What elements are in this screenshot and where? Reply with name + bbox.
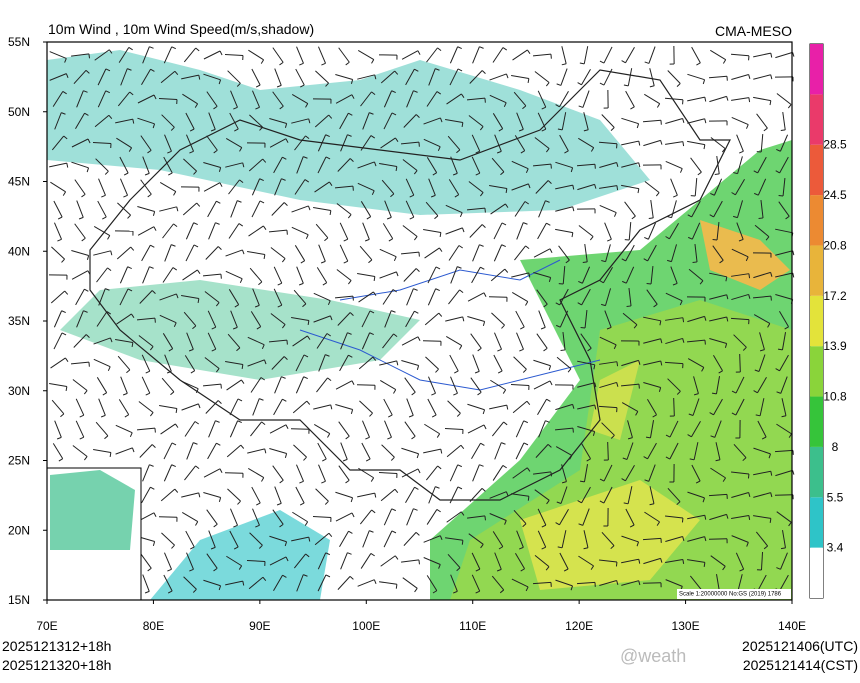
colorbar-swatch [810, 195, 823, 245]
colorbar-label: 24.5 [823, 188, 847, 202]
barb-flag [682, 518, 683, 522]
valid-cst: 2025121414(CST) [743, 657, 858, 673]
barb-flag [627, 306, 631, 307]
valid-utc: 2025121406(UTC) [742, 638, 858, 654]
barb-flag [616, 562, 617, 566]
barb [608, 442, 609, 460]
barb-flag [749, 98, 750, 102]
barb-flag [704, 562, 705, 566]
colorbar-swatch [810, 548, 823, 598]
barb-flag [617, 362, 618, 366]
barb-flag [793, 251, 794, 255]
colorbar-swatch [810, 397, 823, 447]
barb-flag [793, 52, 794, 56]
lat-label: 15N [8, 593, 30, 607]
colorbar-label: 17.2 [823, 289, 847, 303]
lon-label: 120E [565, 619, 593, 633]
lon-label: 130E [672, 619, 700, 633]
colorbar-label: 20.8 [823, 238, 847, 252]
barb [740, 354, 741, 372]
barb-flag [617, 186, 618, 190]
lat-label: 50N [8, 105, 30, 119]
init-cst: 2025121320+18h [2, 657, 111, 673]
colorbar-swatch [810, 145, 823, 195]
barb-flag [793, 273, 794, 277]
barb-flag [485, 516, 486, 520]
lon-label: 80E [143, 619, 164, 633]
barb-flag [748, 474, 749, 478]
colorbar-label: 10.8 [823, 390, 847, 404]
lon-label: 70E [36, 619, 57, 633]
colorbar-label: 13.9 [823, 339, 847, 353]
colorbar-label: 8 [832, 440, 839, 454]
colorbar-label: 3.4 [827, 541, 844, 555]
barb-flag [781, 130, 785, 131]
barb-flag [749, 274, 750, 278]
colorbar-swatch [810, 245, 823, 295]
barb-flag [759, 218, 763, 219]
barb-flag [793, 470, 794, 474]
lon-label: 140E [778, 619, 806, 633]
barb [709, 539, 727, 540]
barb [643, 583, 661, 584]
barb-flag [683, 142, 684, 146]
watermark: @weath [620, 646, 686, 666]
lat-label: 45N [8, 175, 30, 189]
barb-flag [683, 318, 684, 322]
source: CMA-MESO [715, 23, 792, 39]
barb-flag [528, 496, 529, 500]
lat-label: 30N [8, 384, 30, 398]
barb-flag [770, 518, 771, 522]
lon-label: 110E [459, 619, 486, 633]
barb-flag [583, 262, 587, 263]
scale-note: Scale 1:20000000 No:GS (2019) 1786 [679, 592, 782, 598]
barb-flag [561, 350, 565, 351]
lat-label: 40N [8, 244, 30, 258]
init-utc: 2025121312+18h [2, 638, 111, 654]
lon-label: 90E [249, 619, 270, 633]
colorbar-swatch [810, 44, 823, 94]
lat-label: 55N [8, 35, 30, 49]
barb-flag [649, 218, 653, 219]
colorbar-swatch [810, 497, 823, 547]
barb-flag [462, 540, 463, 544]
colorbar-swatch [810, 447, 823, 497]
lon-label: 100E [352, 619, 380, 633]
colorbar-label: 28.5 [823, 138, 847, 152]
lat-label: 35N [8, 314, 30, 328]
barb [674, 398, 675, 416]
lat-label: 20N [8, 523, 30, 537]
colorbar-swatch [810, 296, 823, 346]
barb-flag [419, 560, 420, 564]
colorbar-label: 5.5 [827, 490, 844, 504]
barb [775, 495, 793, 496]
lat-label: 25N [8, 454, 30, 468]
title: 10m Wind , 10m Wind Speed(m/s,shadow) [48, 21, 314, 37]
barb-flag [396, 584, 397, 588]
barb-flag [693, 262, 697, 263]
colorbar-swatch [810, 94, 823, 144]
barb-flag [89, 54, 90, 58]
colorbar-swatch [810, 346, 823, 396]
barb-flag [551, 472, 552, 476]
barb-flag [715, 174, 719, 175]
